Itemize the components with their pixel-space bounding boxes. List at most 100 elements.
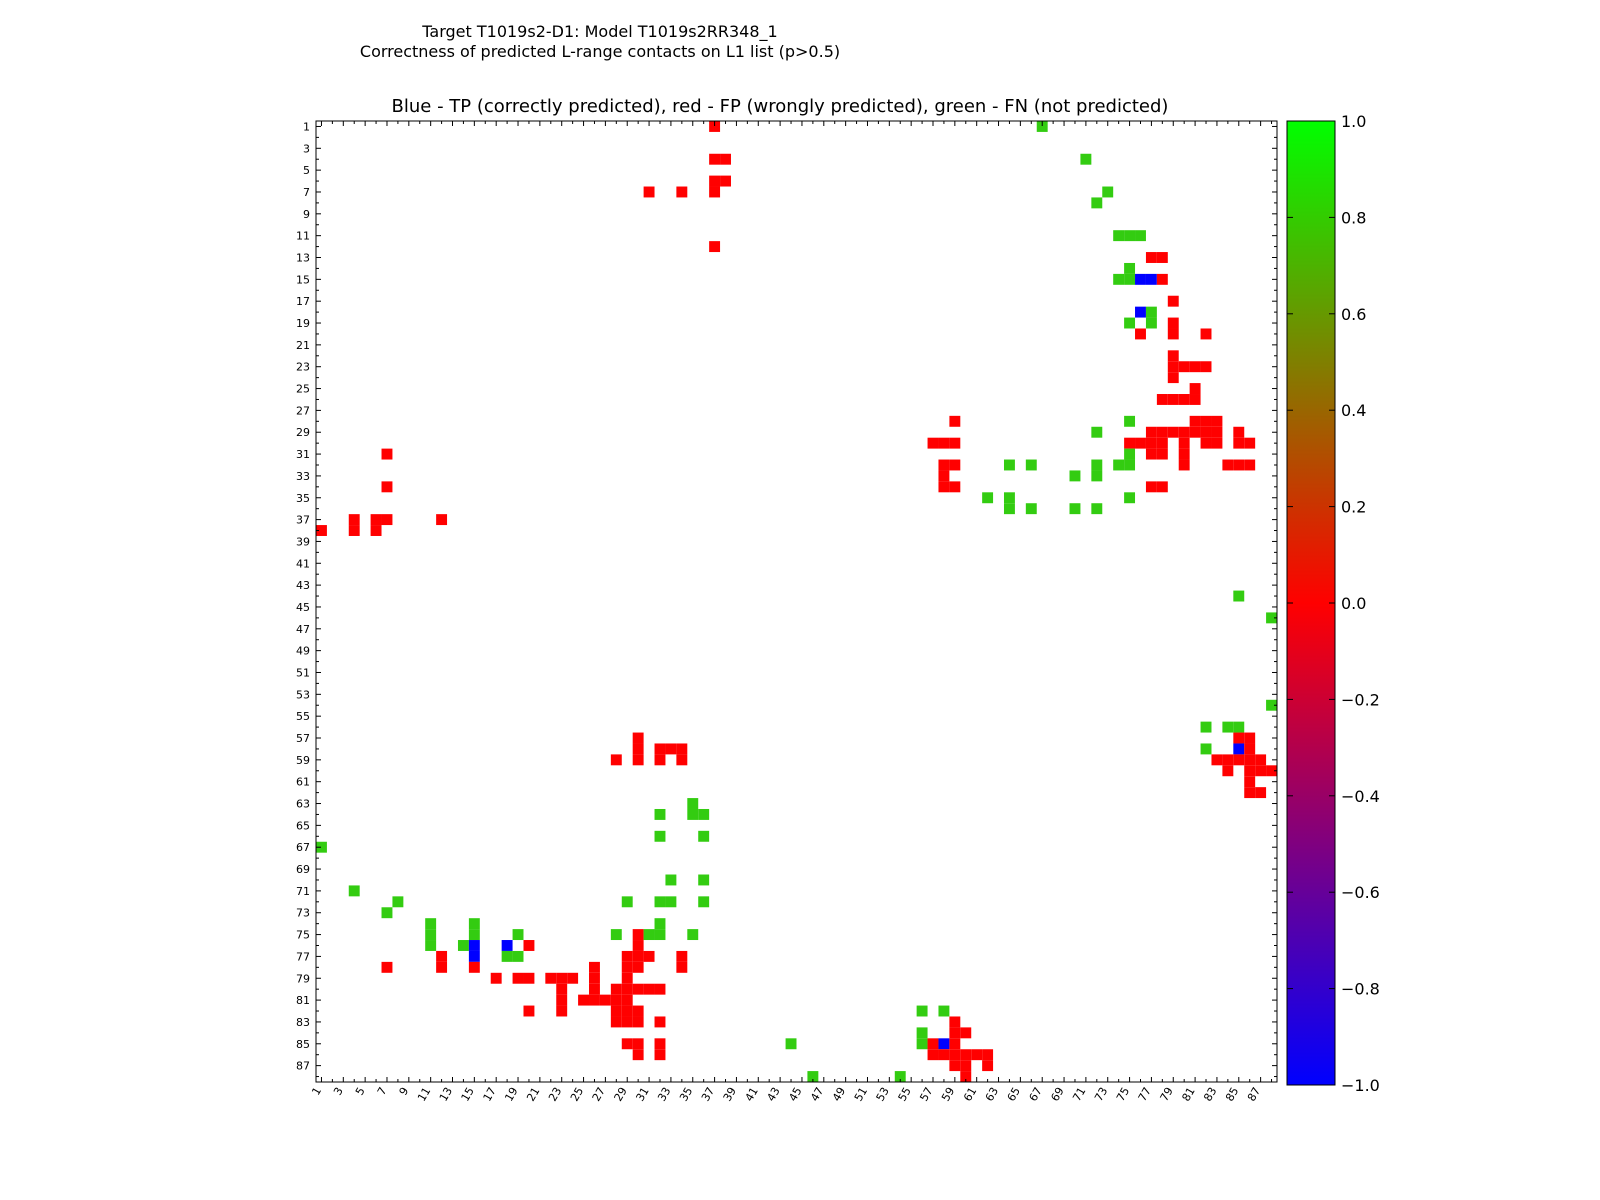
x-tick-label: 49 (830, 1085, 848, 1104)
heatmap-cell (512, 929, 524, 941)
heatmap-cell (1156, 481, 1168, 493)
heatmap-cell (381, 961, 393, 973)
heatmap-cell (1167, 361, 1179, 373)
x-tick-label: 35 (677, 1085, 695, 1104)
y-tick-label: 35 (296, 492, 310, 505)
heatmap-cell (1069, 470, 1081, 482)
heatmap-cell (1233, 459, 1245, 471)
heatmap-cells (316, 121, 1277, 1082)
heatmap-cell (523, 1005, 535, 1017)
heatmap-cell (654, 918, 666, 930)
heatmap-cell (938, 437, 950, 449)
heatmap-cell (654, 808, 666, 820)
heatmap-cell (632, 940, 644, 951)
heatmap-cell (621, 961, 633, 973)
heatmap-cell (632, 1049, 644, 1061)
heatmap-cell (654, 1038, 666, 1050)
heatmap-cell (1003, 492, 1015, 504)
colorbar-tick-label: 0.2 (1341, 498, 1366, 517)
heatmap-cell (1200, 426, 1212, 438)
colorbar-tick-label: −1.0 (1341, 1076, 1380, 1095)
heatmap-cell (709, 153, 721, 165)
heatmap-cell (1244, 743, 1256, 755)
heatmap-cell (556, 972, 568, 984)
heatmap-cell (1135, 306, 1146, 318)
heatmap-cell (1145, 306, 1157, 318)
y-tick-label: 67 (296, 841, 310, 854)
y-tick-label: 25 (296, 383, 310, 396)
heatmap-cell (643, 186, 655, 198)
heatmap-cell (1156, 426, 1168, 438)
heatmap-cell (1156, 273, 1168, 285)
colorbar-tick-label: 0.8 (1341, 208, 1366, 227)
x-tick-label: 29 (612, 1085, 630, 1104)
heatmap-cell (490, 972, 502, 984)
heatmap-cell (457, 940, 469, 951)
heatmap-cell (654, 830, 666, 842)
heatmap-cell (1244, 437, 1256, 449)
heatmap-cell (1124, 437, 1136, 449)
heatmap-cell (610, 1005, 622, 1017)
heatmap-cell (316, 841, 327, 853)
heatmap-cell (1003, 459, 1015, 471)
heatmap-cell (971, 1049, 983, 1061)
heatmap-cell (665, 874, 677, 886)
x-tick-label: 21 (524, 1085, 542, 1104)
heatmap-cell (720, 175, 731, 187)
heatmap-cell (1145, 317, 1157, 329)
heatmap-cell (1124, 262, 1136, 274)
heatmap-cell (676, 743, 688, 755)
x-tick-label: 37 (699, 1085, 717, 1104)
colorbar-ticks: 1.0 0.8 0.6 0.4 0.2 0.0 −0.2 −0.4 −0.6 −0.8 −1.0 (1287, 112, 1380, 1095)
plot-frame (315, 120, 1278, 1083)
heatmap-cell (556, 1005, 568, 1017)
x-tick-label: 19 (502, 1085, 520, 1104)
heatmap-cell (1189, 394, 1201, 405)
heatmap-cell (1025, 503, 1037, 515)
heatmap-cell (425, 929, 437, 941)
heatmap-cell (982, 1060, 994, 1072)
heatmap-cell (632, 1038, 644, 1050)
heatmap-cell (654, 983, 666, 995)
heatmap-cell (960, 1071, 972, 1082)
heatmap-cell (610, 994, 622, 1006)
y-tick-label: 1 (303, 121, 310, 134)
y-tick-label: 23 (296, 361, 310, 374)
heatmap-cell (698, 874, 710, 886)
x-tick-label: 17 (481, 1085, 499, 1104)
heatmap-cell (949, 1049, 961, 1061)
heatmap-cell (1135, 273, 1146, 285)
heatmap-cell (621, 1038, 633, 1050)
heatmap-cell (654, 1016, 666, 1028)
heatmap-cell (949, 1016, 961, 1028)
heatmap-cell (501, 940, 513, 951)
heatmap-cell (1102, 186, 1114, 198)
y-tick-label: 5 (303, 164, 310, 177)
axes-title: Blue - TP (correctly predicted), red - F… (392, 96, 1169, 117)
heatmap-cell (370, 514, 382, 526)
y-tick-label: 29 (296, 426, 310, 439)
heatmap-cell (1124, 492, 1136, 504)
heatmap-cell (643, 950, 655, 962)
heatmap-cell (927, 1049, 939, 1061)
heatmap-cell (468, 929, 480, 941)
heatmap-cell (316, 525, 327, 536)
x-tick-label: 59 (939, 1085, 957, 1104)
y-tick-label: 33 (296, 470, 310, 483)
heatmap-cell (1135, 437, 1146, 449)
heatmap-cell (1091, 197, 1103, 209)
heatmap-cell (698, 808, 710, 820)
heatmap-cell (654, 929, 666, 941)
y-tick-label: 81 (296, 994, 310, 1007)
heatmap-cell (1124, 459, 1136, 471)
heatmap-cell (610, 983, 622, 995)
y-tick-label: 9 (303, 208, 310, 221)
x-tick-label: 73 (1092, 1085, 1110, 1104)
heatmap-cell (676, 950, 688, 962)
y-tick-label: 31 (296, 448, 310, 461)
heatmap-cell (348, 885, 360, 897)
heatmap-cell (621, 983, 633, 995)
heatmap-cell (676, 961, 688, 973)
x-tick-label: 27 (590, 1085, 608, 1104)
y-tick-label: 79 (296, 972, 310, 985)
